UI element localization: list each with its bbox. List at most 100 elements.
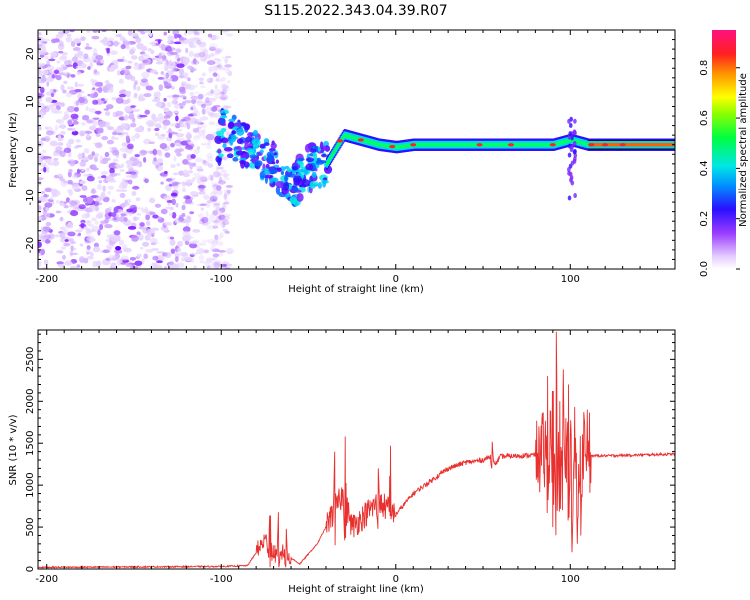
spectrogram-signal-blob <box>284 174 288 182</box>
spectrogram-noise-blob <box>63 110 69 118</box>
spectrogram-noise-blob <box>181 257 185 262</box>
spectrogram-noise-blob <box>171 212 177 219</box>
spectrogram-noise-blob <box>72 120 79 125</box>
spectrogram-noise-blob <box>112 111 116 117</box>
spectrogram-signal-blob <box>323 165 333 174</box>
spectrogram-noise-blob <box>93 242 99 248</box>
spectrogram-noise-blob <box>91 35 100 40</box>
spectrogram-noise-blob <box>76 264 81 268</box>
spectrogram-noise-blob <box>115 245 122 251</box>
spectrogram-band-core <box>524 143 527 147</box>
spectrogram-plot-area <box>38 30 675 269</box>
spectrogram-noise-blob <box>209 213 216 220</box>
spectrogram-noise-blob <box>40 248 46 256</box>
spectrogram-band-core <box>335 146 338 151</box>
spectrogram-band-core <box>651 143 654 147</box>
spectrogram-band-core <box>367 140 370 144</box>
spectrogram-noise-blob <box>65 92 73 98</box>
spectrogram-noise-blob <box>59 231 66 239</box>
spectrogram-band-core <box>543 143 546 147</box>
spectrogram-noise-blob <box>173 33 178 39</box>
spectrogram-noise-blob <box>227 80 231 84</box>
spectrogram-band-core <box>628 143 631 147</box>
spectrogram-noise-blob <box>63 80 68 85</box>
spectrogram-noise-blob <box>90 229 95 233</box>
spectrogram-noise-blob <box>74 229 83 233</box>
spectrogram-band-core <box>582 141 585 145</box>
spectrogram-noise-blob <box>106 47 110 54</box>
spectrogram-noise-blob <box>55 74 62 81</box>
spectrogram-noise-blob <box>184 145 194 150</box>
spectrogram-noise-blob <box>201 72 206 78</box>
spectrogram-noise-blob <box>101 135 109 141</box>
spectrogram-noise-blob <box>220 76 226 82</box>
snr-x-tick-label: -200 <box>35 574 58 585</box>
spectrogram-noise-blob <box>100 175 107 179</box>
spectrogram-noise-blob <box>167 47 176 51</box>
spectrogram-noise-blob <box>70 113 79 119</box>
spectrogram-noise-blob <box>81 185 88 191</box>
spectrogram-noise-blob <box>141 71 150 79</box>
spectrogram-noise-blob <box>86 251 90 255</box>
spectrogram-noise-blob <box>50 51 58 58</box>
spectrogram-band-core <box>446 143 449 147</box>
spectrogram-noise-blob <box>225 33 234 37</box>
spectrogram-noise-blob <box>213 61 221 65</box>
spectrogram-band-core <box>456 143 459 147</box>
spectrogram-noise-blob <box>38 31 42 36</box>
spectrogram-noise-blob <box>48 104 55 110</box>
spectrogram-band-core <box>332 151 335 156</box>
spectrogram-noise-blob <box>139 246 144 250</box>
spectrogram-noise-blob <box>59 150 66 158</box>
spectrogram-noise-blob <box>130 75 136 82</box>
spectrogram-streak-blob <box>573 118 577 124</box>
spectrogram-band-core <box>384 143 387 148</box>
spectrogram-signal-blob <box>236 128 245 136</box>
spectrogram-band-core <box>424 143 427 147</box>
spectrogram-noise-blob <box>79 243 84 247</box>
spectrogram-noise-blob <box>175 133 185 138</box>
spectrogram-noise-blob <box>134 133 141 139</box>
spectrogram-noise-blob <box>175 115 179 122</box>
spectrogram-noise-blob <box>170 131 179 135</box>
spectrogram-band-core <box>572 138 575 143</box>
spectrogram-band-core <box>652 143 655 147</box>
spectrogram-noise-blob <box>119 189 128 192</box>
spectrogram-band-core <box>518 143 521 147</box>
spectrogram-noise-blob <box>178 217 185 222</box>
spectrogram-noise-blob <box>115 34 121 38</box>
spectrogram-noise-blob <box>126 175 131 178</box>
spectrogram-noise-blob <box>73 38 82 44</box>
spectrogram-hot-spot <box>476 143 483 147</box>
spectrogram-band-core <box>574 139 577 143</box>
spectrogram-band-core <box>342 134 345 138</box>
spectrogram-noise-blob <box>107 191 111 195</box>
spectrogram-band-core <box>334 148 337 152</box>
spectrogram-noise-blob <box>130 55 138 60</box>
spectrogram-noise-blob <box>213 88 222 95</box>
spectrogram-noise-blob <box>115 97 124 104</box>
spectrogram-noise-blob <box>185 221 190 228</box>
spectrogram-band-core <box>634 143 637 147</box>
spectrogram-band-core <box>439 143 442 147</box>
spectrogram-noise-blob <box>98 179 103 184</box>
spectrogram-noise-blob <box>200 177 209 183</box>
spectrogram-noise-blob <box>110 235 119 243</box>
spectrogram-noise-blob <box>212 184 219 190</box>
spectrogram-signal-blob <box>244 161 250 168</box>
spectrogram-hot-spot <box>507 143 514 147</box>
spectrogram-noise-blob <box>93 69 98 74</box>
spectrogram-noise-blob <box>94 156 98 163</box>
spectrogram-noise-blob <box>127 163 134 169</box>
spectrogram-noise-blob <box>177 247 182 253</box>
spectrogram-noise-blob <box>74 81 78 88</box>
spectrogram-band-core <box>617 143 620 147</box>
spectrogram-band-core <box>565 139 568 143</box>
spectrogram-noise-blob <box>105 244 114 249</box>
spectrogram-noise-blob <box>188 50 194 58</box>
spectrogram-noise-blob <box>38 37 42 41</box>
spectrogram-noise-blob <box>94 220 99 225</box>
spectrogram-noise-blob <box>96 176 103 180</box>
spectrogram-band-core <box>422 143 425 147</box>
spectrogram-signal-blob <box>305 157 315 163</box>
